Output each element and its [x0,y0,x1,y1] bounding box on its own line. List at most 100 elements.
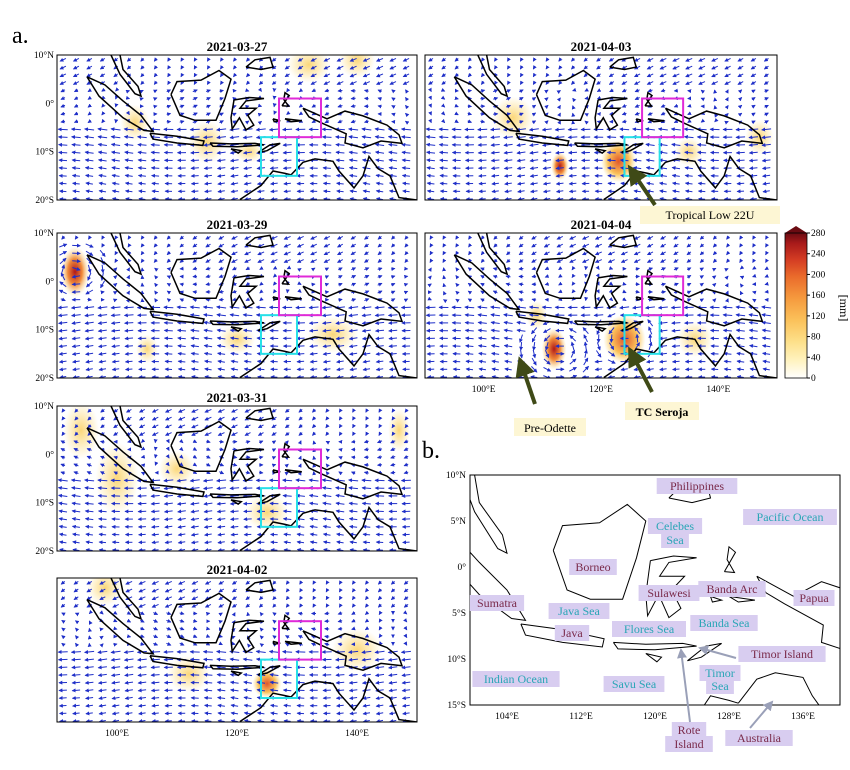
wind-vector [607,173,616,178]
wind-vector [671,328,681,333]
wind-vector [271,73,277,78]
wind-vector [243,189,252,194]
wind-vector [232,96,237,101]
colorbar-scale [784,232,808,379]
wind-vector [71,673,81,678]
wind-vector [97,142,107,147]
wind-vector [205,626,211,631]
wind-vector [151,548,159,551]
wind-vector [269,150,279,155]
wind-vector [97,486,108,491]
wind-vector [337,96,343,101]
wind-vector [71,142,81,147]
wind-vector [74,612,80,617]
wind-vectors [425,57,772,200]
wind-vector [110,135,121,140]
wind-vector [375,181,384,186]
wind-vector [376,462,383,467]
wind-vector [335,665,345,670]
wind-vector [391,112,396,117]
wind-vector [163,328,173,333]
wind-vector [671,344,681,349]
wind-vector [361,509,371,514]
wind-vector [361,486,372,491]
wind-vector [139,89,144,94]
coastline-segment [110,55,143,98]
wind-vector [736,197,744,200]
wind-vector [298,88,304,93]
coastline-segment [230,96,265,132]
wind-vector [405,89,410,94]
wind-vector [594,359,603,364]
wind-vector [150,150,160,155]
lat-tick-label: 10°S [35,498,54,509]
wind-vector [230,181,239,186]
wind-vector [737,57,744,62]
wind-vector [150,509,160,514]
wind-vector [698,57,706,62]
wind-vector [350,119,356,124]
wind-vector [233,80,238,85]
wind-vector [606,135,617,140]
rain-cell [245,494,289,531]
map-b-lat-tick: 5°S [452,608,466,619]
wind-vector [246,57,251,62]
wind-vector [230,548,238,551]
wind-vector [139,118,144,123]
wind-vector [124,351,133,356]
wind-vector [323,197,331,200]
wind-vector [126,65,132,70]
wind-vector [101,111,106,116]
wind-vector [217,189,225,194]
wind-vector [203,657,213,662]
wind-vector [166,267,171,272]
wind-vector [98,548,106,551]
wind-vector [58,189,67,194]
wind-vector [736,181,745,186]
wind-vector [60,111,66,116]
wind-vector [257,87,262,92]
wind-vector [229,509,239,514]
wind-vector [375,81,384,85]
panel-title: 2021-03-29 [207,217,268,232]
wind-vector [454,65,459,70]
wind-vector [243,181,252,186]
wind-vector [113,57,118,62]
wind-vector [220,65,224,70]
wind-vector [362,73,371,78]
wind-vector [363,111,369,116]
wind-vector [725,298,729,303]
wind-vector [151,173,160,178]
wind-vector [166,97,172,101]
coastline [86,55,417,200]
wind-vector [323,57,331,62]
wind-vector [163,305,174,310]
wind-vector [427,87,432,93]
wind-vector [388,189,397,194]
wind-vector [480,57,486,62]
wind-vector [124,336,134,341]
wind-vector [206,80,211,85]
wind-vector [454,57,459,62]
wind-vector [153,57,158,62]
wind-vector [568,197,577,200]
wind-vector [698,197,706,200]
wind-vector [405,112,410,118]
colorbar-tick-label: 0 [811,374,816,384]
wind-vector [337,88,343,93]
wind-vector [361,478,372,483]
wind-vector [335,673,345,678]
wind-vector [98,540,107,545]
wind-vector [110,127,121,132]
wind-vector [255,127,266,132]
wind-vector [243,197,252,200]
wind-vector [283,181,291,186]
wind-vector [151,703,159,708]
wind-vector [659,57,667,62]
panel-title: 2021-04-03 [571,39,632,54]
wind-vector [124,320,134,325]
wind-vector [583,57,588,62]
map-b-lat-tick: 15°S [447,700,466,711]
wind-vector [283,703,291,708]
wind-vector [568,166,577,171]
